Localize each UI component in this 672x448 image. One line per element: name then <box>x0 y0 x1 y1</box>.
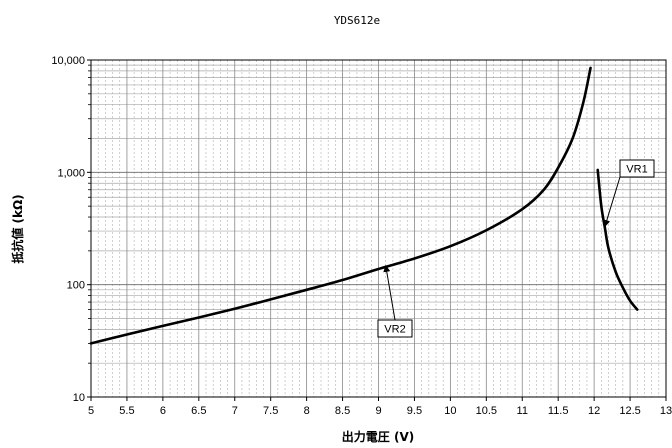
x-tick-label: 5 <box>88 405 94 417</box>
x-tick-label: 8.5 <box>335 405 350 417</box>
y-tick-label: 100 <box>67 280 85 292</box>
x-tick-label: 12.5 <box>619 405 640 417</box>
callout-arrow-vr2 <box>383 264 396 321</box>
y-axis-ticks: 10 100 1,000 10,000 <box>51 55 91 404</box>
x-tick-label: 11 <box>517 405 528 417</box>
series-line-vr1 <box>596 168 639 311</box>
x-tick-label: 9.5 <box>407 405 422 417</box>
x-tick-label: 6.5 <box>191 405 206 417</box>
callout-label-vr2: VR2 <box>384 324 405 336</box>
callout-label-vr1: VR1 <box>626 164 647 176</box>
x-tick-label: 8 <box>304 405 310 417</box>
x-tick-label: 10 <box>444 405 456 417</box>
x-axis-ticks: 5 5.5 6 6.5 7 7.5 8 8.5 9 9.5 10 10.5 11 11.5 12 12.5 13 <box>88 397 672 417</box>
y-tick-label: 10 <box>73 392 85 404</box>
annotation-layer: VR1 VR2 <box>377 159 655 338</box>
x-tick-label: 5.5 <box>119 405 134 417</box>
y-tick-label: 1,000 <box>57 167 85 179</box>
x-tick-label: 7.5 <box>263 405 278 417</box>
x-tick-label: 9 <box>375 405 381 417</box>
callout-box-vr1 <box>619 159 655 178</box>
x-axis-label: 出力電圧 (V) <box>342 429 414 444</box>
y-tick-label: 10,000 <box>51 55 85 67</box>
callout-box-vr2 <box>377 319 413 338</box>
x-tick-label: 12 <box>588 405 600 417</box>
y-axis-label: 抵抗値 (kΩ) <box>10 194 25 263</box>
chart-title: YDS612e <box>334 14 380 27</box>
series-line-vr2 <box>89 66 592 345</box>
x-tick-label: 6 <box>160 405 166 417</box>
callout-arrow-vr1 <box>603 176 621 228</box>
series-layer <box>89 66 639 345</box>
x-tick-label: 13 <box>660 405 672 417</box>
major-grid <box>91 60 666 397</box>
x-tick-label: 11.5 <box>548 405 569 417</box>
x-tick-label: 10.5 <box>476 405 497 417</box>
x-tick-label: 7 <box>232 405 238 417</box>
